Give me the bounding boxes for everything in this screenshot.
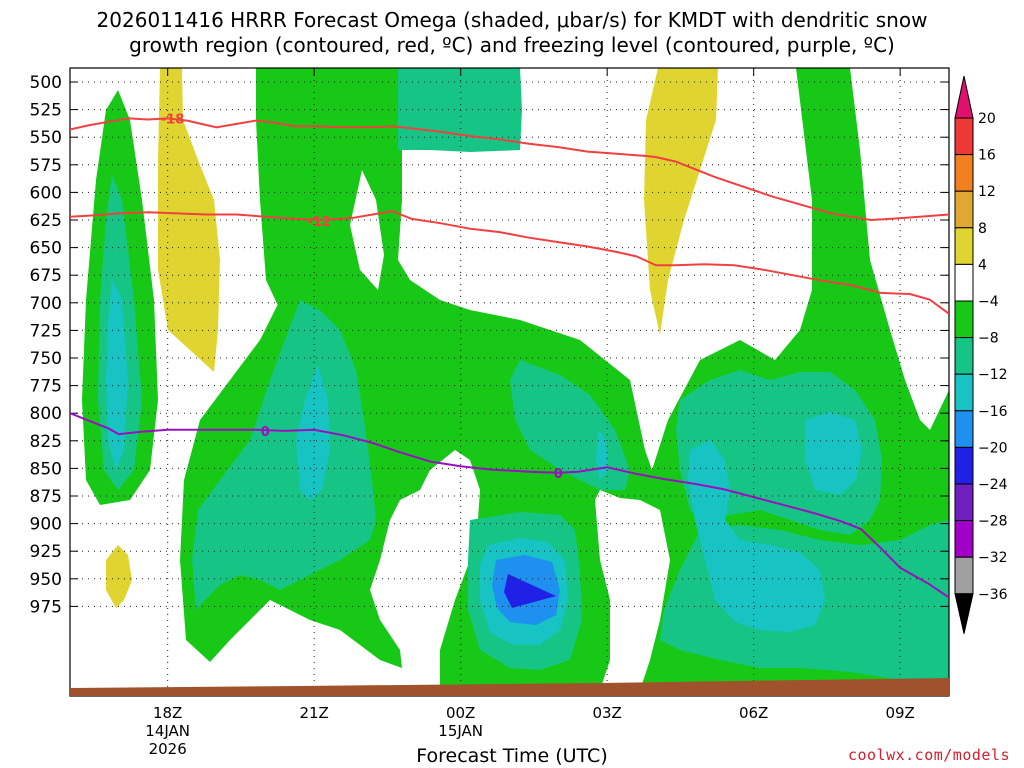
x-tick-label: 18Z — [153, 704, 182, 722]
x-tick-sublabel: 15JAN — [438, 722, 483, 740]
colorbar-label: −24 — [978, 477, 1008, 493]
colorbar-label: 12 — [978, 184, 996, 200]
y-tick-label: 925 — [30, 542, 62, 562]
y-tick-label: 950 — [30, 570, 62, 590]
y-tick-label: 525 — [30, 101, 62, 121]
grid-lines — [70, 68, 949, 696]
colorbar-label: −12 — [978, 367, 1008, 383]
colorbar-label: −28 — [978, 514, 1008, 530]
y-tick-label: 775 — [30, 377, 62, 397]
colorbar-swatch — [954, 117, 974, 156]
colorbar-label: −36 — [978, 587, 1008, 603]
y-tick-label: 875 — [30, 487, 62, 507]
omega-positive-region — [644, 68, 718, 335]
y-tick-label: 750 — [30, 349, 62, 369]
y-tick-label: 500 — [30, 73, 62, 93]
omega-positive-region — [106, 545, 132, 608]
omega-negative-region — [106, 280, 128, 470]
contour-line-0 — [70, 412, 949, 599]
omega-negative-region — [805, 412, 862, 495]
colorbar-label: 8 — [978, 221, 987, 237]
y-tick-label: 800 — [30, 404, 62, 424]
contour-label: -12 — [307, 215, 331, 230]
x-tick-label: 00Z — [446, 704, 475, 722]
y-tick-label: 550 — [30, 128, 62, 148]
x-tick-label: 09Z — [885, 704, 914, 722]
colorbar-swatch — [954, 556, 974, 595]
x-tick-sublabel: 14JAN — [145, 722, 190, 740]
ground-terrain — [70, 678, 949, 696]
colorbar-label: −4 — [978, 294, 999, 310]
chart-title-line-1: 2026011416 HRRR Forecast Omega (shaded, … — [96, 8, 928, 32]
omega-positive-region — [158, 68, 220, 372]
x-tick-sublabel: 2026 — [149, 740, 187, 758]
colorbar-swatch — [954, 373, 974, 412]
x-axis-title: Forecast Time (UTC) — [416, 745, 608, 767]
colorbar-swatch — [954, 227, 974, 265]
contour-line-minus12 — [70, 210, 949, 315]
chart-title-line-2: growth region (contoured, red, ºC) and f… — [129, 33, 895, 57]
omega-negative-region — [350, 170, 384, 290]
colorbar-swatch — [954, 520, 974, 558]
colorbar-swatch-overflow — [954, 75, 974, 119]
colorbar-swatch — [954, 446, 974, 485]
omega-negative-region — [448, 260, 478, 300]
colorbar: 20 16 12 8 4 −4 −8 −12 −16 −20 −24 −28 −32 −36 — [954, 75, 1008, 634]
x-tick-label: 06Z — [739, 704, 768, 722]
y-tick-label: 575 — [30, 156, 62, 176]
x-tick-label: 21Z — [299, 704, 328, 722]
y-tick-label: 900 — [30, 515, 62, 535]
omega-negative-region — [855, 545, 910, 612]
colorbar-label: −16 — [978, 404, 1008, 420]
omega-shading — [82, 68, 949, 696]
colorbar-label: 20 — [978, 111, 996, 127]
y-tick-label: 625 — [30, 211, 62, 231]
colorbar-label: −8 — [978, 331, 999, 347]
y-tick-label: 675 — [30, 266, 62, 286]
contour-line-minus18 — [70, 117, 949, 222]
y-axis: 500 525 550 575 600 625 650 675 700 725 750 775 800 8… — [30, 73, 949, 617]
contour-label: 0 — [554, 467, 563, 482]
y-tick-label: 825 — [30, 432, 62, 452]
y-tick-label: 725 — [30, 321, 62, 341]
colorbar-label: 4 — [978, 257, 987, 273]
y-tick-label: 700 — [30, 294, 62, 314]
colorbar-swatch — [954, 154, 974, 192]
colorbar-swatch — [954, 263, 974, 302]
colorbar-swatch-underflow — [954, 593, 974, 634]
colorbar-swatch — [954, 337, 974, 375]
colorbar-swatch — [954, 483, 974, 522]
contour-label: 0 — [261, 425, 270, 440]
colorbar-label: −20 — [978, 440, 1008, 456]
x-tick-label: 03Z — [592, 704, 621, 722]
colorbar-swatch — [954, 300, 974, 339]
omega-negative-region — [504, 574, 556, 608]
colorbar-label: −32 — [978, 550, 1008, 566]
colorbar-swatch — [954, 410, 974, 448]
temperature-contours: -18 -12 0 0 — [70, 112, 949, 599]
y-tick-label: 600 — [30, 183, 62, 203]
y-tick-label: 650 — [30, 239, 62, 259]
colorbar-label: 16 — [978, 148, 996, 164]
contour-label: -18 — [161, 112, 185, 127]
colorbar-swatch — [954, 190, 974, 229]
y-tick-label: 975 — [30, 597, 62, 617]
y-tick-label: 850 — [30, 459, 62, 479]
credit-text: coolwx.com/models — [847, 746, 1010, 764]
ground-terrain-fill — [70, 678, 949, 696]
omega-negative-region — [296, 365, 330, 500]
omega-negative-region — [192, 300, 376, 610]
